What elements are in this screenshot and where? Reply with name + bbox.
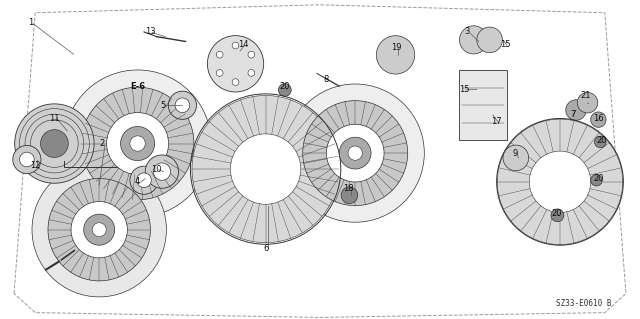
Ellipse shape	[120, 127, 155, 160]
Ellipse shape	[566, 100, 586, 120]
Text: 1: 1	[28, 18, 33, 27]
Ellipse shape	[529, 151, 591, 212]
Ellipse shape	[216, 70, 223, 76]
Ellipse shape	[71, 202, 127, 258]
Ellipse shape	[145, 155, 179, 188]
Text: 11: 11	[49, 114, 60, 122]
Ellipse shape	[503, 145, 529, 171]
Ellipse shape	[130, 166, 158, 194]
Ellipse shape	[303, 100, 408, 206]
Ellipse shape	[130, 136, 145, 151]
Ellipse shape	[232, 42, 239, 49]
Text: 2: 2	[100, 139, 105, 148]
Ellipse shape	[591, 174, 602, 186]
Text: 20: 20	[552, 209, 562, 218]
Ellipse shape	[460, 26, 488, 54]
Text: 4: 4	[135, 177, 140, 186]
Text: 19: 19	[392, 43, 402, 52]
Text: 9: 9	[513, 149, 518, 158]
Text: 6: 6	[263, 244, 268, 253]
Ellipse shape	[216, 51, 223, 58]
Ellipse shape	[168, 91, 196, 119]
Text: 20: 20	[593, 174, 604, 183]
Ellipse shape	[339, 137, 371, 169]
Ellipse shape	[81, 87, 194, 200]
Text: 15: 15	[500, 40, 511, 49]
Text: 21: 21	[580, 91, 591, 100]
Text: 10: 10	[152, 165, 162, 174]
Text: E-6: E-6	[130, 82, 145, 91]
Text: 20: 20	[596, 136, 607, 145]
Text: 12: 12	[30, 161, 40, 170]
Text: 20: 20	[280, 82, 290, 91]
Ellipse shape	[20, 152, 34, 167]
Text: 15: 15	[459, 85, 469, 94]
Ellipse shape	[64, 70, 211, 217]
Ellipse shape	[232, 79, 239, 85]
Ellipse shape	[137, 173, 151, 188]
Ellipse shape	[207, 36, 264, 92]
Text: 14: 14	[238, 40, 248, 49]
Ellipse shape	[15, 104, 94, 183]
Text: 5: 5	[161, 101, 166, 110]
Ellipse shape	[286, 84, 424, 222]
FancyBboxPatch shape	[460, 70, 507, 140]
Ellipse shape	[551, 209, 564, 222]
Text: 3: 3	[465, 27, 470, 36]
Ellipse shape	[248, 70, 255, 76]
Ellipse shape	[230, 134, 301, 204]
Ellipse shape	[84, 214, 115, 245]
Ellipse shape	[326, 124, 384, 182]
Ellipse shape	[32, 162, 166, 297]
Ellipse shape	[591, 112, 606, 127]
Ellipse shape	[48, 178, 150, 281]
Ellipse shape	[341, 187, 358, 204]
Ellipse shape	[477, 27, 502, 53]
Ellipse shape	[376, 36, 415, 74]
Text: 8: 8	[324, 75, 329, 84]
Ellipse shape	[153, 163, 171, 180]
Ellipse shape	[192, 95, 339, 243]
Ellipse shape	[107, 113, 168, 174]
Text: 17: 17	[491, 117, 501, 126]
Ellipse shape	[577, 93, 598, 113]
Ellipse shape	[248, 51, 255, 58]
Ellipse shape	[13, 145, 41, 174]
Ellipse shape	[175, 98, 189, 113]
Ellipse shape	[595, 136, 606, 148]
Text: 7: 7	[570, 110, 575, 119]
Ellipse shape	[40, 130, 68, 158]
Ellipse shape	[92, 223, 106, 237]
Text: 13: 13	[145, 27, 156, 36]
Text: SZ33-E0610 B: SZ33-E0610 B	[556, 299, 611, 308]
Ellipse shape	[348, 146, 362, 160]
Ellipse shape	[497, 119, 623, 245]
Text: 18: 18	[344, 184, 354, 193]
Ellipse shape	[278, 84, 291, 96]
Text: 16: 16	[593, 114, 604, 122]
